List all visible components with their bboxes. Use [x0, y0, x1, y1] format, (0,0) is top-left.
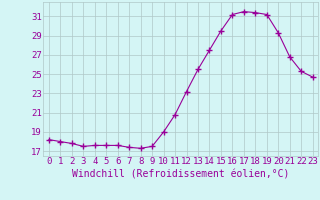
X-axis label: Windchill (Refroidissement éolien,°C): Windchill (Refroidissement éolien,°C)	[72, 169, 290, 179]
